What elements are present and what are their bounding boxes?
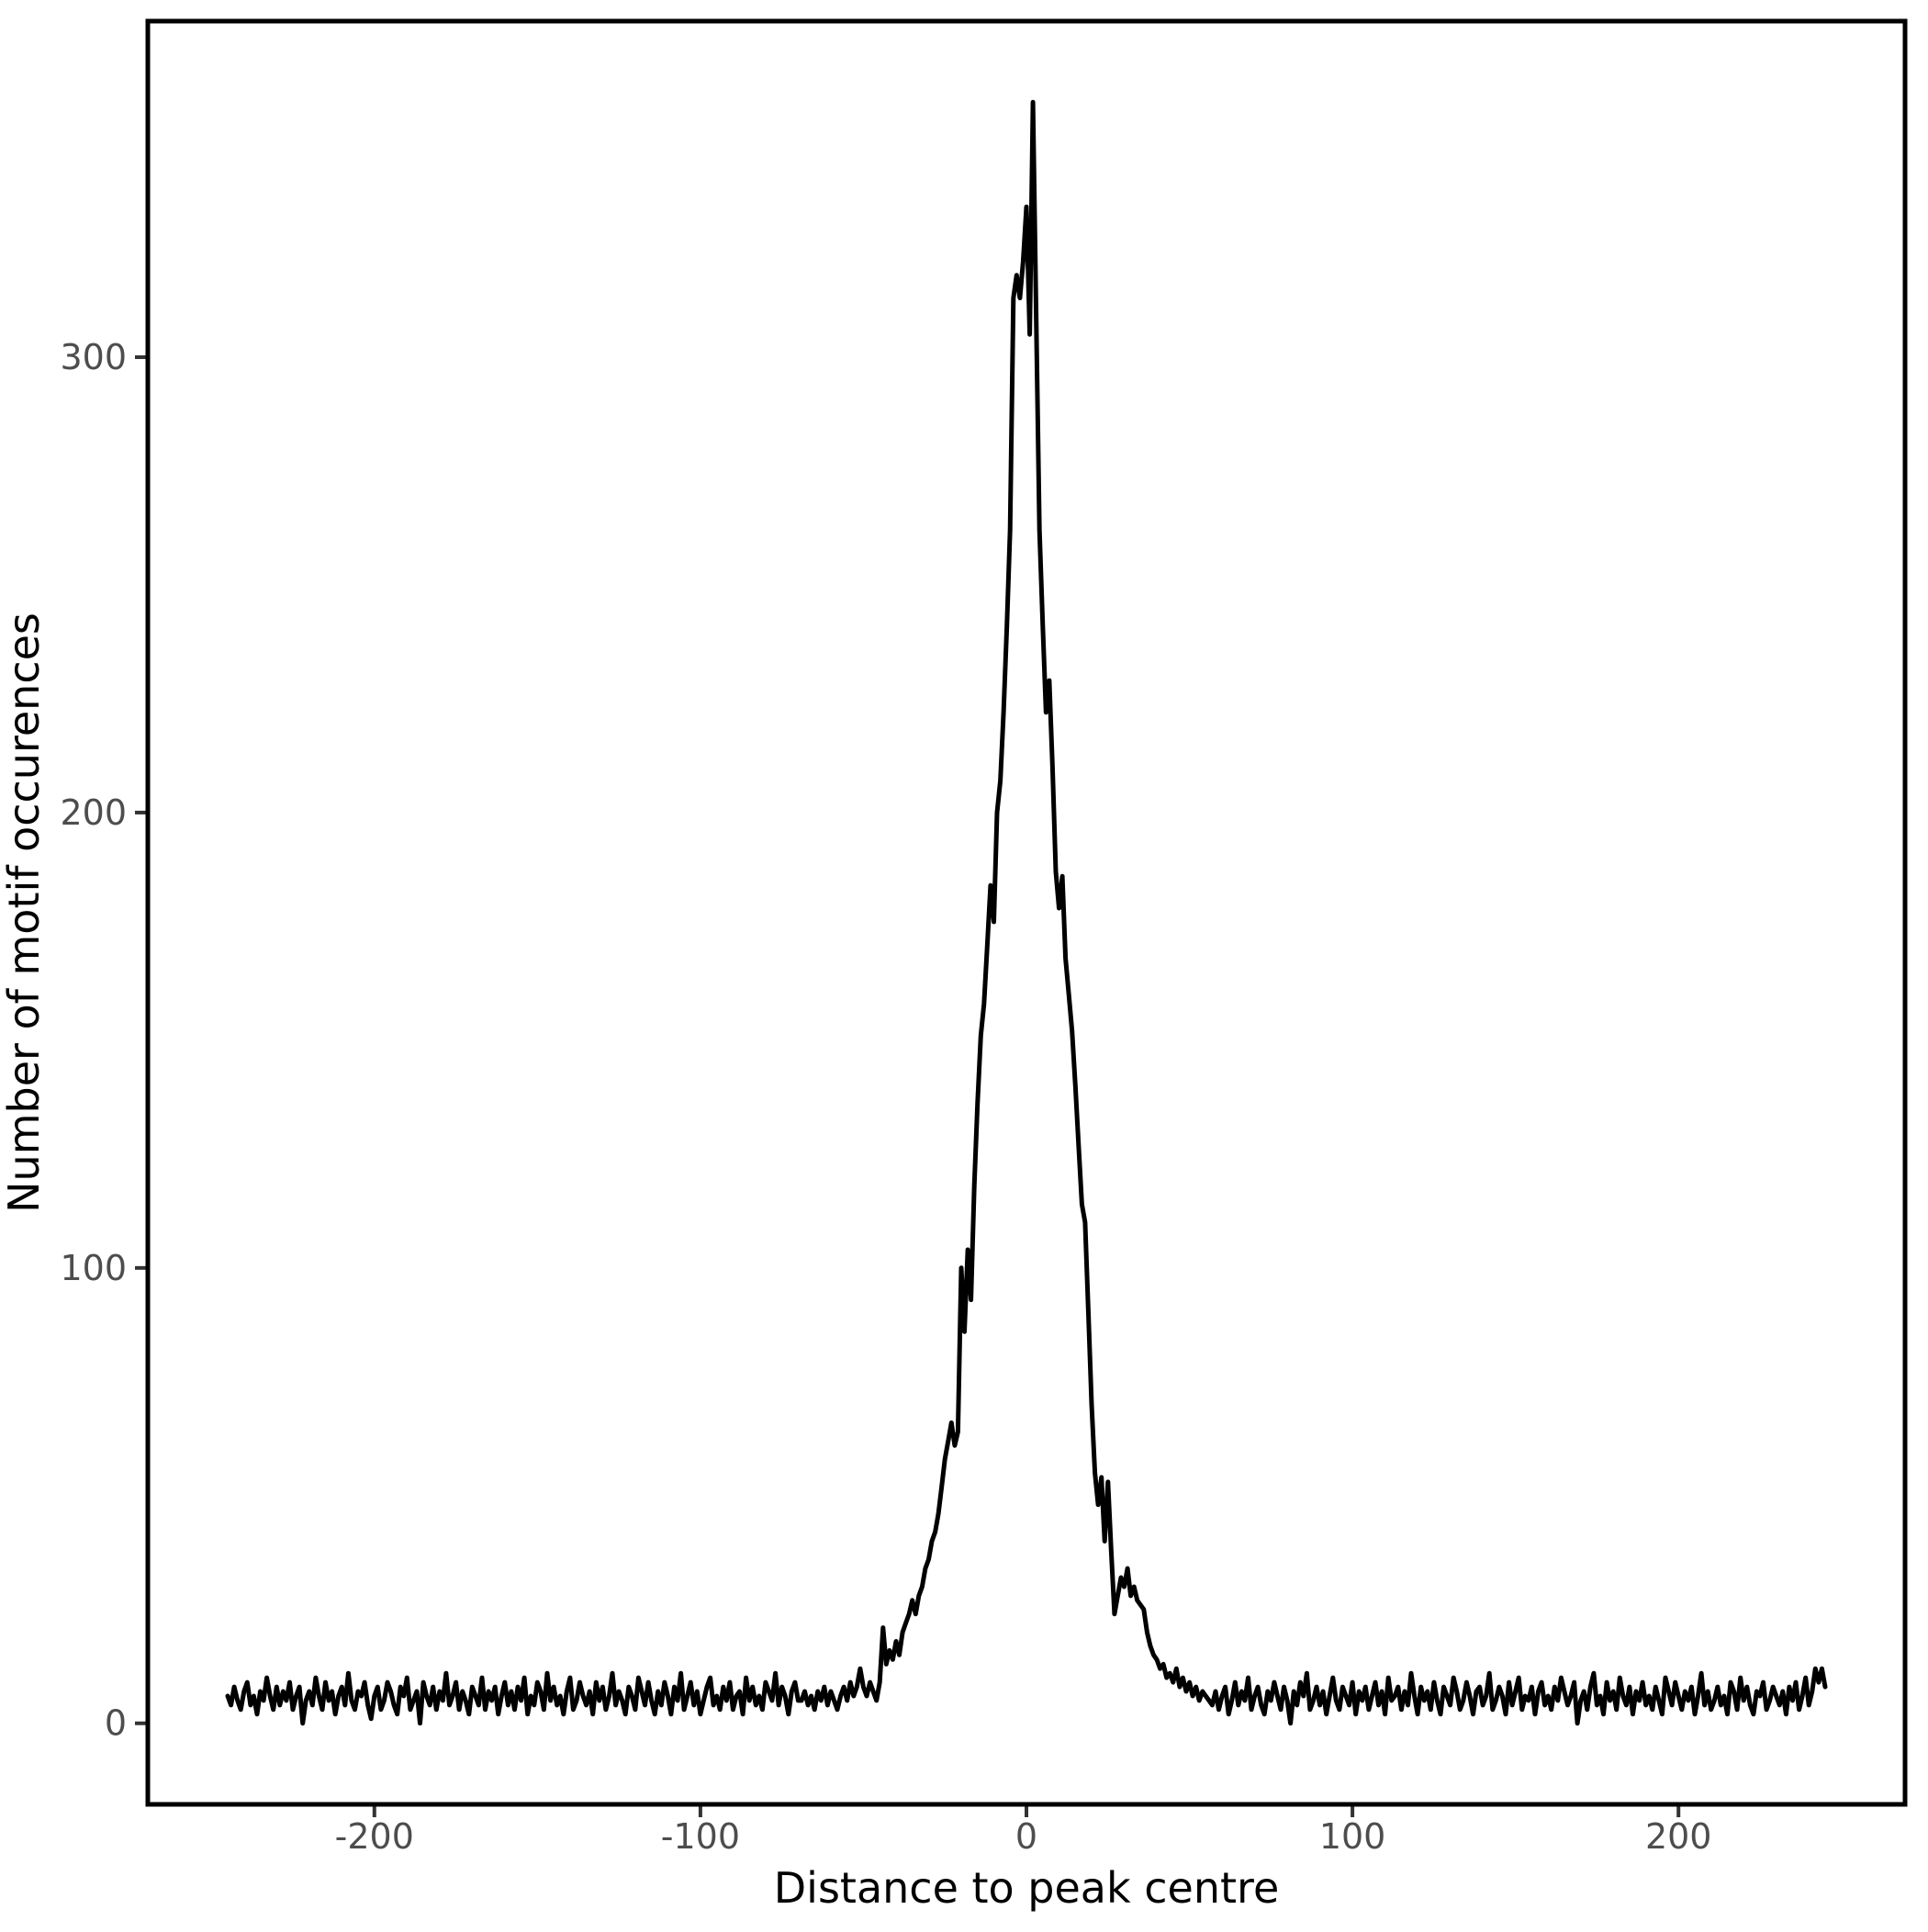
data-line bbox=[225, 99, 1828, 1726]
axis-ticks bbox=[135, 354, 1681, 1817]
x-tick-label: 100 bbox=[1319, 1816, 1386, 1857]
x-tick-label: -100 bbox=[661, 1816, 740, 1857]
x-tick-label: -200 bbox=[335, 1816, 414, 1857]
y-tick-label: 0 bbox=[105, 1703, 127, 1744]
x-tick-label: 0 bbox=[1015, 1816, 1037, 1857]
axis-tick-labels: -200 -100 0 100 200 0 100 200 300 bbox=[60, 337, 1711, 1857]
y-tick-label: 300 bbox=[60, 337, 127, 377]
y-axis-title: Number of motif occurences bbox=[0, 612, 49, 1213]
x-tick-label: 200 bbox=[1645, 1816, 1712, 1857]
panel-border bbox=[145, 18, 1908, 1807]
x-axis-title: Distance to peak centre bbox=[774, 1863, 1280, 1913]
y-tick-label: 200 bbox=[60, 792, 127, 833]
data-series bbox=[225, 99, 1828, 1726]
y-tick-label: 100 bbox=[60, 1248, 127, 1288]
